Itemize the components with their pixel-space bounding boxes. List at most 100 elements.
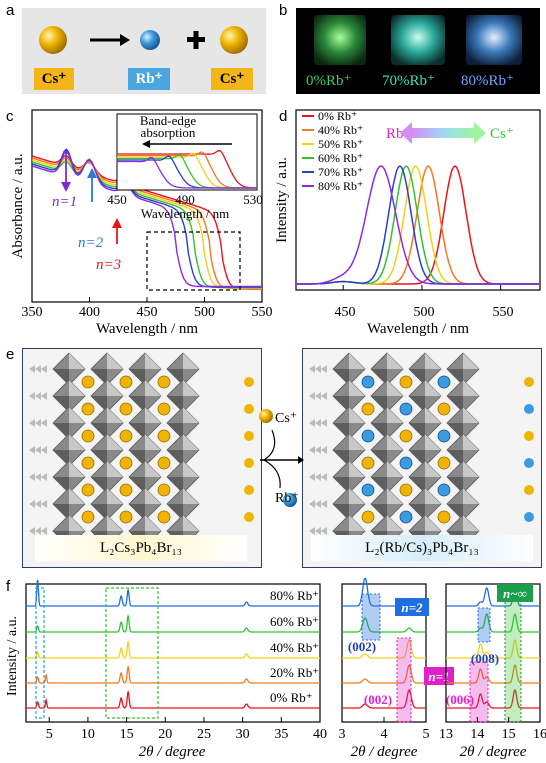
f-mid-xtick: 5 <box>423 727 430 742</box>
cs-label: Cs⁺ <box>490 126 514 142</box>
sample-label-80: 80%Rb⁺ <box>461 73 514 89</box>
cs-ion <box>399 429 413 443</box>
cs-ion <box>157 402 171 416</box>
legend-entry: 60% Rb⁺ <box>318 151 363 165</box>
structure-right-panel: L₂(Rb/Cs)₃Pb₄Br₁₃ <box>302 348 542 568</box>
rb-ion <box>399 456 413 470</box>
d-xtick-2: 550 <box>493 305 514 320</box>
rb-ion <box>399 510 413 524</box>
xrd-pattern <box>26 613 320 633</box>
cs-ion <box>157 375 171 389</box>
f-xtick: 15 <box>120 727 134 742</box>
xrd-high-angle <box>446 613 540 633</box>
d-ylabel: Intensity / a.u. <box>274 157 290 243</box>
peak-008: (008) <box>471 651 499 666</box>
cs-ion <box>361 456 375 470</box>
inset-xlabel: Wavelength / nm <box>141 206 230 221</box>
edge-ion <box>524 485 534 495</box>
cs-sphere <box>39 26 67 54</box>
peak-006: (006) <box>446 692 474 707</box>
rb-ion <box>361 429 375 443</box>
f-xtick: 10 <box>81 727 95 742</box>
rb-ion-icon <box>283 493 297 507</box>
f-xtick: 5 <box>46 727 53 742</box>
lattice-right <box>303 349 541 567</box>
inset-xtick-1: 490 <box>175 192 195 207</box>
n2-badge <box>395 598 429 616</box>
d-xlabel: Wavelength / nm <box>367 321 469 337</box>
f-xtick: 30 <box>236 727 250 742</box>
f-right-xtick: 16 <box>533 727 546 742</box>
legend-entry: 70% Rb⁺ <box>318 165 363 179</box>
exchange-cs-label: Cs⁺ <box>275 411 298 426</box>
n2-badge-text: n=2 <box>401 600 423 615</box>
left-formula: L₂Cs₃Pb₄Br₁₃ <box>35 535 247 561</box>
sample-label-70: 70%Rb⁺ <box>382 73 435 89</box>
edge-ion <box>524 458 534 468</box>
inset-title-1: Band-edge <box>140 113 197 128</box>
cs-ion <box>81 429 95 443</box>
legend-entry: 40% Rb⁺ <box>318 123 363 137</box>
cs-ion <box>119 456 133 470</box>
f-xlabel: 2θ / degree <box>139 744 206 760</box>
legend-entry: 0% Rb⁺ <box>318 109 357 123</box>
cs-badge-2: Cs⁺ <box>211 68 253 90</box>
c-xtick-0: 350 <box>22 305 43 320</box>
right-formula: L₂(Rb/Cs)₃Pb₄Br₁₃ <box>311 535 533 561</box>
c-xtick-2: 450 <box>137 305 158 320</box>
cs-ion <box>437 456 451 470</box>
xrd-low-angle <box>342 664 426 684</box>
xrd-pattern <box>26 664 320 684</box>
xrd-pattern <box>26 639 320 659</box>
edge-ion <box>524 512 534 522</box>
cs-ion <box>81 483 95 497</box>
panel-e-label: e <box>6 346 15 363</box>
cs-ion <box>119 483 133 497</box>
n2-region-right <box>477 607 491 643</box>
n1-region-right <box>469 661 489 723</box>
rb-ion <box>361 375 375 389</box>
f-mid-xtick: 3 <box>339 727 346 742</box>
cs-ion <box>399 375 413 389</box>
cs-badge: Cs⁺ <box>34 68 74 90</box>
panel-c-label: c <box>6 108 14 125</box>
pl-curve <box>296 165 540 285</box>
n3-label: n=3 <box>96 257 121 273</box>
cs-sphere-2 <box>220 26 248 54</box>
xrd-series-label: 80% Rb⁺ <box>270 588 319 603</box>
cs-ion-icon <box>259 409 273 423</box>
cs-ion <box>119 375 133 389</box>
rb-ion <box>437 429 451 443</box>
xrd-series-label: 20% Rb⁺ <box>270 665 319 680</box>
cs-ion <box>81 402 95 416</box>
ninf-badge <box>497 584 533 602</box>
legend-entry: 50% Rb⁺ <box>318 137 363 151</box>
f-mid-xlabel: 2θ / degree <box>351 744 418 760</box>
structure-left-panel: L₂Cs₃Pb₄Br₁₃ <box>22 348 262 568</box>
c-xtick-3: 500 <box>194 305 215 320</box>
xrd-series-label: 60% Rb⁺ <box>270 614 319 629</box>
xrd-high-angle <box>446 639 540 659</box>
f-mid-xtick: 4 <box>381 727 388 742</box>
sample-80-film <box>466 15 522 65</box>
d-xtick-1: 500 <box>414 305 435 320</box>
f-xtick: 35 <box>274 727 288 742</box>
inset-xtick-2: 530 <box>243 192 263 207</box>
cs-ion <box>437 510 451 524</box>
cs-ion <box>81 456 95 470</box>
edge-ion <box>244 485 254 495</box>
band-edge-box <box>146 231 241 291</box>
cs-ion <box>81 510 95 524</box>
inset-title-2: absorption <box>141 125 196 140</box>
cs-ion <box>119 402 133 416</box>
region-box-low <box>35 587 45 719</box>
absorbance-curve <box>31 150 262 288</box>
panel-b-photo: 0%Rb⁺ 70%Rb⁺ 80%Rb⁺ <box>296 8 540 94</box>
rb-ion <box>361 483 375 497</box>
c-xlabel: Wavelength / nm <box>96 321 198 337</box>
xrd-pattern <box>26 689 320 709</box>
rb-sphere <box>140 30 160 50</box>
c-xtick-1: 400 <box>79 305 100 320</box>
peak-002-blue: (002) <box>348 639 376 654</box>
f-right-xtick: 15 <box>502 727 516 742</box>
